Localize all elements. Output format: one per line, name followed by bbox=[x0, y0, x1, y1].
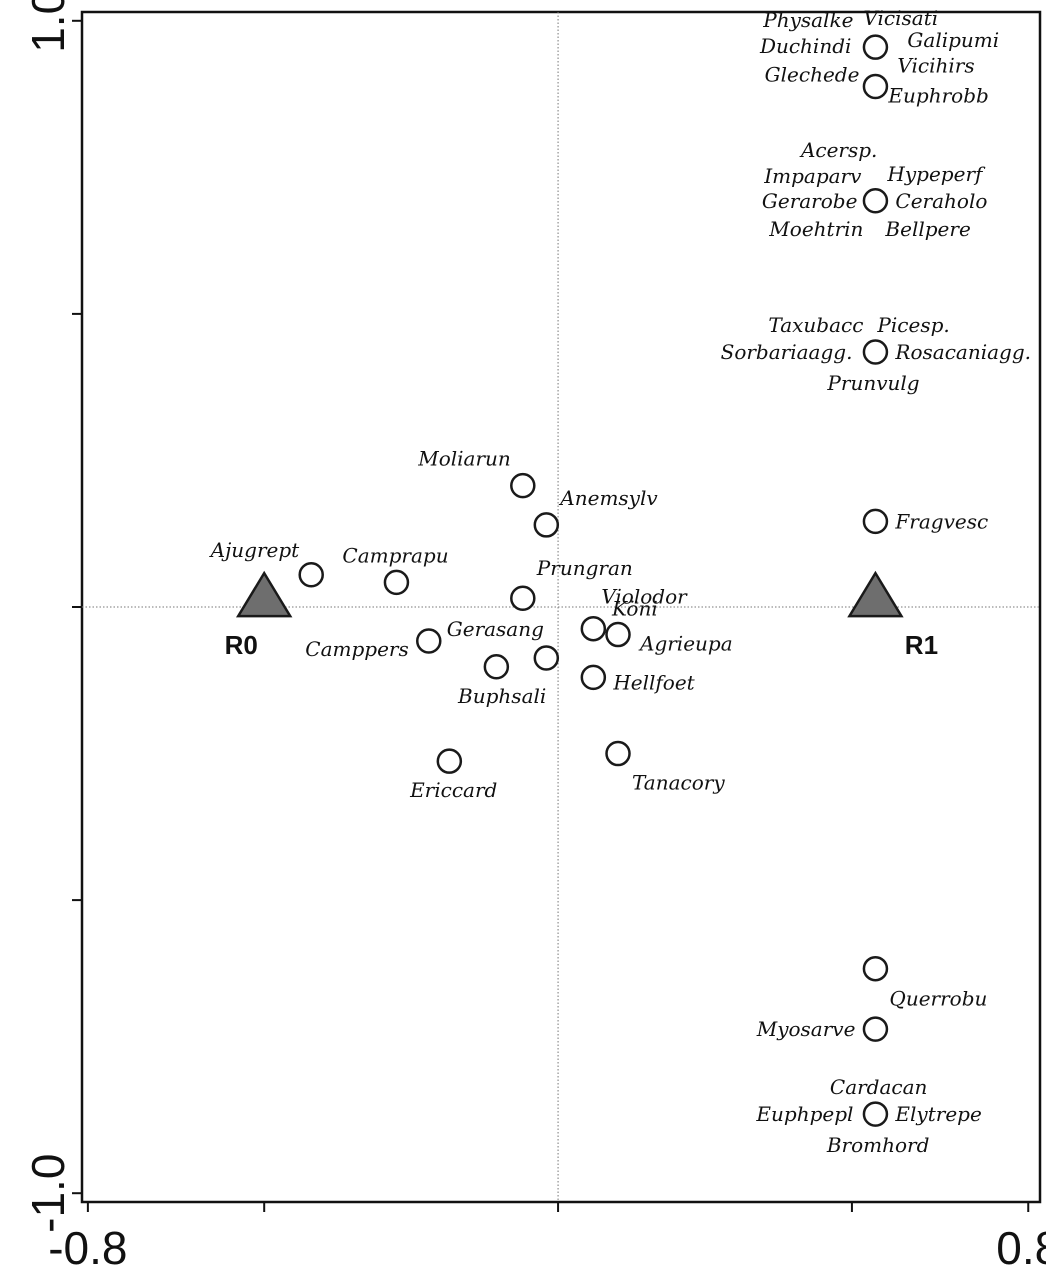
centroid-label: R1 bbox=[905, 630, 938, 660]
species-point bbox=[383, 569, 410, 596]
species-label: Camppers bbox=[305, 637, 408, 661]
species-label: Acersp. bbox=[799, 138, 877, 162]
species-point bbox=[580, 615, 607, 642]
x-tick-label: 0.8 bbox=[996, 1222, 1046, 1272]
species-label: Bellpere bbox=[884, 217, 970, 241]
species-label: Picesp. bbox=[876, 313, 949, 337]
species-point bbox=[436, 748, 463, 774]
species-point bbox=[862, 34, 889, 60]
species-label: Buphsali bbox=[457, 684, 546, 708]
species-label: Taxubacc bbox=[768, 313, 863, 337]
species-label: Violodor bbox=[601, 585, 688, 609]
species-label: Hellfoet bbox=[612, 670, 695, 694]
species-point bbox=[605, 740, 631, 767]
species-point bbox=[862, 955, 889, 982]
species-label: Cardacan bbox=[830, 1075, 928, 1099]
y-tick-label: 1.0 bbox=[22, 0, 74, 53]
centroid-triangle bbox=[847, 570, 904, 618]
species-label: Gerasang bbox=[447, 617, 544, 641]
species-label: Myosarve bbox=[756, 1017, 856, 1041]
species-point bbox=[862, 73, 889, 100]
species-label: Köni bbox=[611, 597, 658, 621]
species-point bbox=[533, 645, 560, 671]
species-label: Fragvesc bbox=[894, 509, 988, 533]
species-label: Ceraholo bbox=[895, 189, 987, 213]
species-label: Bromhord bbox=[826, 1133, 930, 1157]
species-point bbox=[862, 1016, 889, 1042]
species-label: Prunvulg bbox=[826, 371, 919, 395]
axis-ticks bbox=[72, 19, 1030, 1212]
species-point bbox=[862, 188, 889, 214]
species-point bbox=[862, 1101, 889, 1127]
species-label: Sorbariaagg. bbox=[721, 340, 853, 364]
centroid-label: R0 bbox=[225, 630, 258, 660]
species-point bbox=[605, 621, 631, 648]
species-label: Gerarobe bbox=[762, 189, 858, 213]
species-label: Moehtrin bbox=[768, 217, 863, 241]
species-label: Euphrobb bbox=[887, 83, 988, 107]
axis-tick-labels: -0.8 0.8 1.0 -1.0 bbox=[22, 0, 1046, 1272]
species-label: Agrieupa bbox=[638, 632, 733, 656]
species-label: Rosacaniagg. bbox=[894, 340, 1031, 364]
species-label: Hypeperf bbox=[886, 162, 986, 186]
species-point bbox=[483, 654, 510, 680]
species-label: Impaparv bbox=[763, 164, 862, 188]
species-label: Tanacory bbox=[632, 771, 725, 795]
species-point bbox=[510, 472, 536, 499]
species-point bbox=[416, 628, 442, 654]
species-label: Glechede bbox=[765, 62, 860, 86]
species-label: Elytrepe bbox=[894, 1102, 981, 1126]
species-label: Moliarun bbox=[417, 447, 511, 471]
species-point bbox=[298, 562, 324, 588]
species-markers bbox=[298, 34, 889, 1127]
species-labels: Physalke Vicisati Duchindi Galipumi Glechede… bbox=[209, 6, 1031, 1157]
species-point bbox=[862, 339, 889, 365]
species-label: Euphpepl bbox=[755, 1102, 853, 1126]
centroid-triangle bbox=[235, 570, 293, 618]
centroid-markers: R0 R1 bbox=[225, 570, 938, 660]
species-label: Vicisati bbox=[863, 6, 938, 30]
species-point bbox=[510, 585, 536, 611]
species-point bbox=[580, 664, 607, 691]
species-label: Ericcard bbox=[409, 778, 497, 802]
x-tick-label: -0.8 bbox=[48, 1222, 127, 1272]
species-label: Prungran bbox=[536, 556, 633, 580]
y-tick-label: -1.0 bbox=[22, 1154, 74, 1233]
species-label: Duchindi bbox=[759, 34, 851, 58]
species-label: Camprapu bbox=[342, 543, 448, 567]
species-label: Physalke bbox=[762, 8, 853, 32]
species-label: Vicihirs bbox=[897, 53, 974, 77]
species-label: Ajugrept bbox=[209, 538, 301, 562]
species-label: Anemsylv bbox=[558, 486, 658, 510]
species-label: Galipumi bbox=[907, 28, 999, 52]
species-point bbox=[862, 508, 889, 535]
species-label: Querrobu bbox=[889, 987, 987, 1011]
species-point bbox=[533, 512, 560, 538]
